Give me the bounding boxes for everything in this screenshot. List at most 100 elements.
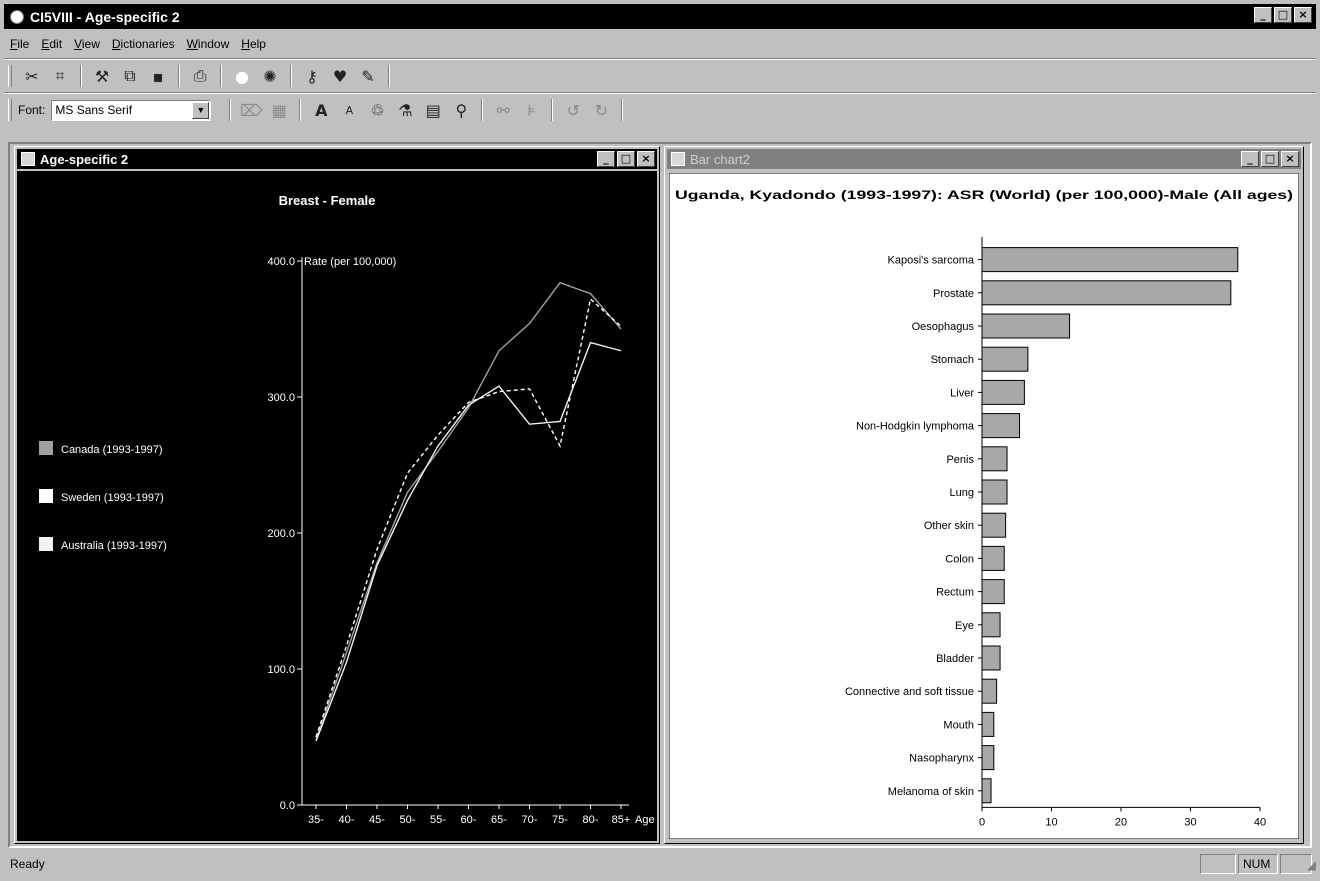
edit-icon[interactable]: ⌦ <box>240 100 263 120</box>
bar <box>981 247 1239 273</box>
copy-icon[interactable]: ⧉ <box>124 66 136 85</box>
disabled-tool-icon[interactable]: ⚯ <box>496 100 511 120</box>
maximize-button[interactable]: □ <box>617 151 635 167</box>
x-tick-label: 55- <box>430 814 446 826</box>
menu-file[interactable]: File <box>10 37 30 51</box>
frame-icon[interactable]: ▤ <box>425 100 441 120</box>
child-window-controls: _ □ × <box>597 151 655 167</box>
x-tick-label: 50- <box>400 814 416 826</box>
zoom-icon[interactable]: ⚲ <box>455 100 468 120</box>
rotate-right-icon[interactable]: ↻ <box>594 100 609 120</box>
app-title: CI5VIII - Age-specific 2 <box>30 8 180 25</box>
maximize-button[interactable]: □ <box>1261 151 1279 167</box>
menu-help[interactable]: Help <box>241 37 266 51</box>
bar <box>981 711 995 737</box>
toolbar-separator <box>290 65 292 87</box>
scissors-icon[interactable]: ✂ <box>25 66 39 86</box>
bar <box>981 678 998 704</box>
y-tick-label: 200.0 <box>267 528 295 540</box>
bar <box>981 346 1029 372</box>
format-toolbar: Font: MS Sans Serif ▼ ⌦ ▦ A A ♲ ⚗ ▤ ⚲ ⚯ … <box>4 96 629 124</box>
color-icon[interactable]: ♲ <box>370 100 385 120</box>
toolbar-grip[interactable] <box>8 99 12 121</box>
category-label: Rectum <box>936 587 974 599</box>
x-tick-label: 40- <box>339 814 355 826</box>
pen-icon[interactable]: ✎ <box>361 66 375 86</box>
bar-chart-titlebar[interactable]: Bar chart2 _ □ × <box>667 149 1301 169</box>
menu-edit[interactable]: Edit <box>41 37 63 51</box>
rotate-left-icon[interactable]: ↺ <box>566 100 581 120</box>
select-icon[interactable]: ⌗ <box>55 66 65 85</box>
font-select-value: MS Sans Serif <box>55 103 133 117</box>
close-button[interactable]: × <box>637 151 655 167</box>
category-label: Prostate <box>933 288 974 300</box>
app-window-controls: _ □ × <box>1254 7 1312 23</box>
heart-icon[interactable]: ♥ <box>332 66 348 86</box>
toolbar-separator <box>551 99 554 121</box>
save-icon[interactable]: ▪ <box>152 66 164 86</box>
bar-chart-window: Bar chart2 _ □ × Uganda, Kyadondo (1993-… <box>664 146 1304 844</box>
x-tick-label: 80- <box>583 814 599 826</box>
chart-title: Uganda, Kyadondo (1993-1997): ASR (World… <box>675 188 1293 202</box>
age-specific-titlebar[interactable]: Age-specific 2 _ □ × <box>17 149 657 169</box>
category-label: Eye <box>955 620 974 632</box>
chart-title: Breast - Female <box>279 193 376 208</box>
document-icon[interactable] <box>21 152 35 166</box>
bar <box>981 446 1008 472</box>
menu-window[interactable]: Window <box>186 37 230 51</box>
resize-grip-icon[interactable]: ◢ <box>1306 858 1316 872</box>
category-label: Non-Hodgkin lymphoma <box>856 421 975 433</box>
divider <box>4 58 1316 60</box>
toolbar-separator <box>388 65 390 87</box>
toolbar-grip[interactable] <box>8 65 12 87</box>
bar <box>981 645 1001 671</box>
minimize-button[interactable]: _ <box>1241 151 1259 167</box>
font-select[interactable]: MS Sans Serif ▼ <box>51 99 212 121</box>
x-tick-label: 40 <box>1254 816 1266 828</box>
toolbar-separator <box>621 99 624 121</box>
bar <box>981 579 1005 605</box>
category-label: Melanoma of skin <box>888 786 974 798</box>
font-grow-icon[interactable]: A <box>315 100 328 120</box>
maximize-button[interactable]: □ <box>1274 7 1292 23</box>
circle-icon[interactable]: ● <box>235 66 249 86</box>
menu-dictionaries[interactable]: Dictionaries <box>111 37 175 51</box>
paint-icon[interactable]: ⚗ <box>398 100 413 120</box>
disabled-filter-icon[interactable]: ⊧ <box>527 100 536 120</box>
main-toolbar: ✂ ⌗ ⚒ ⧉ ▪ ⎙ ● ✺ ⚷ ♥ ✎ <box>4 62 396 90</box>
menu-view[interactable]: View <box>74 37 100 51</box>
age-specific-title: Age-specific 2 <box>40 151 129 167</box>
category-label: Stomach <box>931 354 974 366</box>
bar <box>981 413 1021 439</box>
x-tick-label: 85+ <box>612 814 631 826</box>
key-icon[interactable]: ⚷ <box>306 66 318 86</box>
bar <box>981 778 992 804</box>
bar <box>981 512 1007 538</box>
status-pane-caps <box>1200 854 1236 874</box>
toolbar-separator <box>229 99 232 121</box>
font-shrink-icon[interactable]: A <box>345 103 354 117</box>
app-icon[interactable] <box>10 9 24 24</box>
divider <box>4 92 1316 94</box>
document-icon[interactable] <box>671 152 685 166</box>
category-label: Lung <box>950 487 974 499</box>
minimize-button[interactable]: _ <box>1254 7 1272 23</box>
close-button[interactable]: × <box>1294 7 1312 23</box>
minimize-button[interactable]: _ <box>597 151 615 167</box>
pointer-icon[interactable]: ⚒ <box>94 66 110 86</box>
category-label: Oesophagus <box>912 321 975 333</box>
print-icon[interactable]: ⎙ <box>193 66 207 85</box>
chevron-down-icon[interactable]: ▼ <box>192 101 210 119</box>
status-pane-scroll <box>1280 854 1312 874</box>
close-button[interactable]: × <box>1281 151 1299 167</box>
grid-icon[interactable]: ▦ <box>271 100 287 120</box>
legend-swatch <box>39 537 53 551</box>
legend-label: Australia (1993-1997) <box>61 540 167 552</box>
category-label: Bladder <box>936 653 974 665</box>
toolbar-separator <box>299 99 302 121</box>
chart-background <box>669 173 1299 839</box>
legend-swatch <box>39 489 53 503</box>
y-tick-label: 300.0 <box>267 392 295 404</box>
earth-icon[interactable]: ✺ <box>263 66 277 86</box>
bar <box>981 280 1232 306</box>
